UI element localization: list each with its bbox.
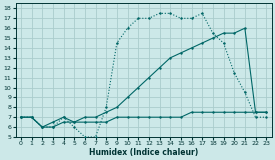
X-axis label: Humidex (Indice chaleur): Humidex (Indice chaleur) (89, 148, 198, 156)
